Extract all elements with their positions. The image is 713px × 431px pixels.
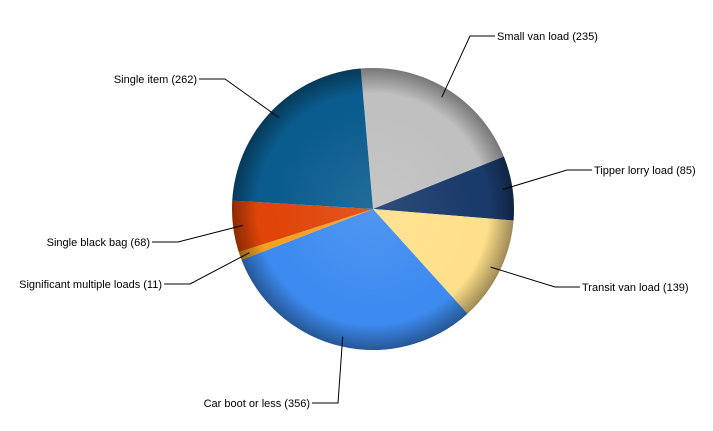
leader-line-2 (490, 266, 580, 288)
slice-label-3: Car boot or less (356) (204, 398, 310, 410)
slice-label-0: Small van load (235) (497, 31, 598, 43)
slice-label-5: Single black bag (68) (47, 237, 150, 249)
slice-label-4: Significant multiple loads (11) (19, 279, 162, 291)
slice-label-1: Tipper lorry load (85) (594, 165, 696, 177)
slice-label-6: Single item (262) (114, 74, 197, 86)
pie-slice-6 (232, 68, 373, 209)
leader-line-3 (312, 336, 344, 404)
leader-line-4 (164, 252, 250, 285)
pie-slices (232, 68, 515, 350)
leader-line-0 (441, 35, 495, 98)
pie-labels: Small van load (235) Tipper lorry load (8… (19, 31, 696, 410)
slice-label-2: Transit van load (139) (582, 282, 689, 294)
leader-line-1 (502, 169, 592, 190)
leader-line-5 (152, 224, 244, 243)
leader-line-6 (199, 78, 280, 119)
